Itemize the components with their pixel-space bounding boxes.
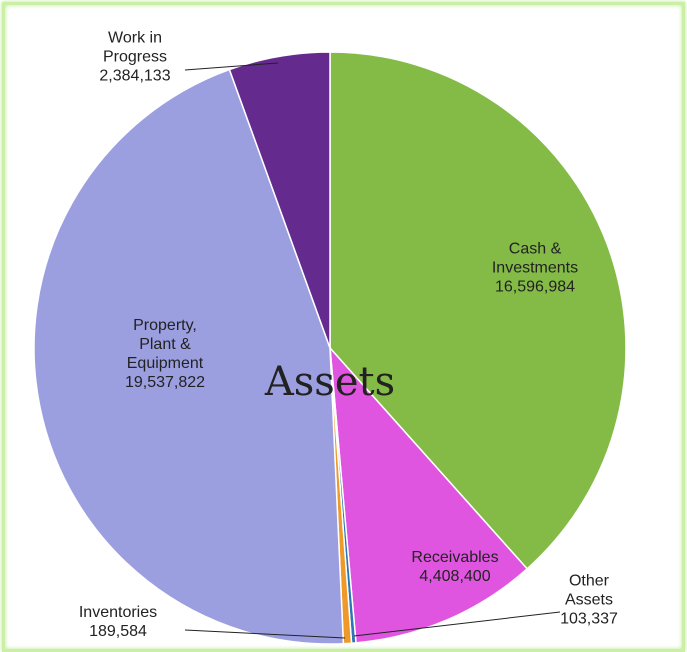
data-label: Work in Progress 2,384,133	[95, 29, 175, 86]
value-label: 103,337	[560, 610, 618, 628]
data-label: Receivables 4,408,400	[390, 548, 520, 586]
pie-slice	[329, 51, 627, 570]
data-label: Property, Plant & Equipment 19,537,822	[120, 316, 210, 392]
value-label: 2,384,133	[99, 67, 171, 85]
category-label: Work in Progress	[102, 29, 168, 66]
value-label: 19,537,822	[124, 374, 206, 391]
pie-slice	[329, 345, 529, 644]
value-label: 189,584	[89, 623, 147, 640]
value-label: 16,596,984	[494, 278, 576, 296]
data-label: Other Assets 103,337	[559, 572, 619, 629]
pie-slice	[33, 68, 345, 645]
leader-line	[184, 629, 346, 639]
pie-slice	[228, 51, 331, 349]
value-label: 4,408,400	[419, 568, 491, 585]
category-label: Property, Plant & Equipment	[126, 317, 204, 372]
category-label: Cash & Investments	[491, 240, 579, 277]
category-label: Other Assets	[564, 572, 613, 609]
leader-line	[353, 611, 561, 637]
category-label: Receivables	[411, 549, 499, 566]
leader-line	[184, 62, 279, 71]
data-label: Cash & Investments 16,596,984	[480, 240, 590, 297]
chart-title: Assets	[264, 359, 396, 405]
category-label: Inventories	[78, 604, 158, 621]
data-label: Inventories 189,584	[58, 603, 178, 641]
